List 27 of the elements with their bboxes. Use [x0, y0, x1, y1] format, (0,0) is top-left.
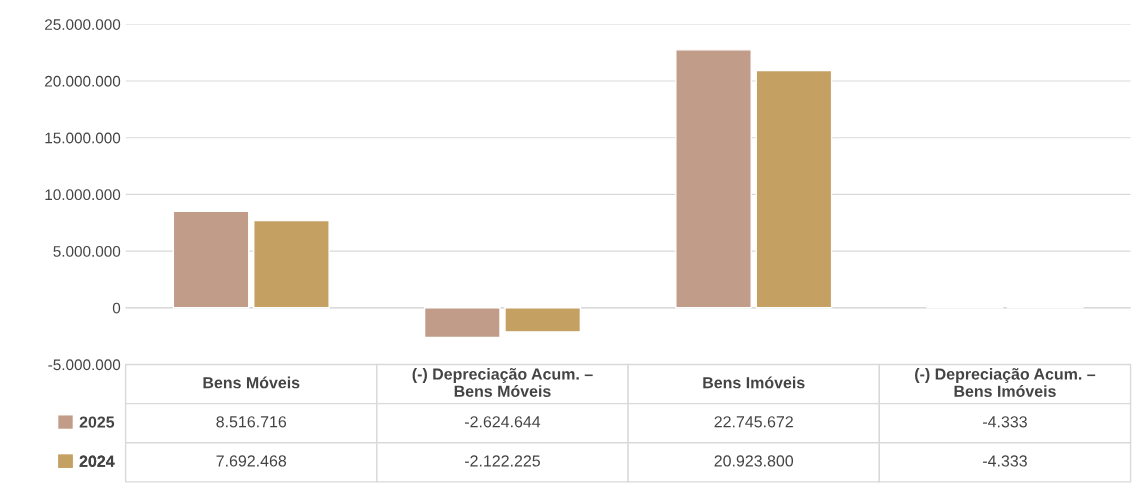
bar: [423, 307, 501, 339]
data-label: -4.333: [983, 416, 1027, 428]
data-label: -4.333: [983, 455, 1027, 467]
y-tick-label: 25.000.000: [45, 19, 121, 30]
data-label: 22.745.672: [714, 416, 793, 428]
data-label: 20.923.800: [714, 455, 794, 467]
data-label: 8.516.716: [216, 416, 287, 428]
y-tick-label: 15.000.000: [45, 132, 121, 144]
data-label: -2.122.225: [465, 455, 540, 467]
x-tick-label: (-) Depreciação Acum. – Bens Imóveis: [915, 368, 1096, 397]
x-tick-label: Bens Imóveis: [703, 376, 805, 389]
data-label: 7.692.468: [216, 455, 287, 467]
bar: [172, 210, 250, 309]
y-tick-label: 5.000.000: [53, 245, 121, 257]
x-tick-label: (-) Depreciação Acum. – Bens Móveis: [412, 368, 593, 397]
y-tick-label: 10.000.000: [45, 189, 121, 201]
legend-label: 2025: [79, 416, 115, 428]
bar: [755, 69, 833, 309]
bar: [253, 219, 330, 309]
data-label: -2.624.644: [465, 416, 541, 428]
y-tick-label: 20.000.000: [45, 75, 121, 87]
legend-label: 2024: [79, 455, 115, 467]
y-tick-label: 0: [112, 302, 121, 314]
x-tick-label: Bens Móveis: [203, 376, 300, 389]
bar: [504, 307, 582, 333]
y-tick-label: -5.000.000: [48, 359, 121, 371]
bar: [675, 49, 752, 309]
